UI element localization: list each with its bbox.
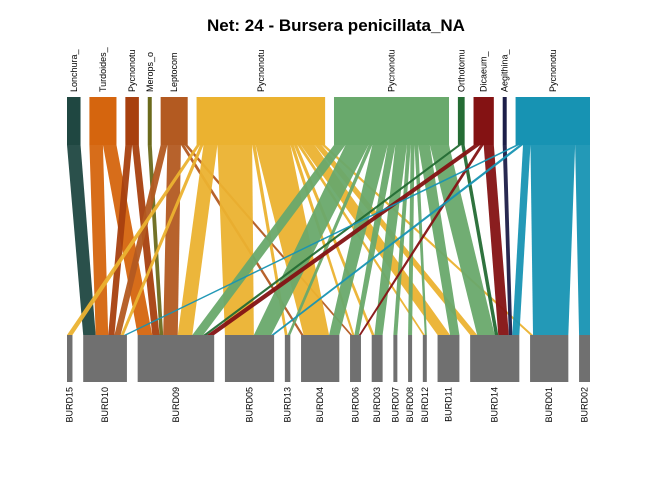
top-node-label: Aegithina_ bbox=[500, 48, 510, 92]
top-node-bar bbox=[160, 97, 188, 145]
link-band bbox=[575, 145, 590, 335]
link-band bbox=[120, 145, 204, 335]
top-node-label: Pycnonotu bbox=[256, 49, 266, 92]
bottom-node-bar bbox=[437, 335, 460, 382]
link-band bbox=[123, 145, 520, 335]
bottom-node-label: BURD09 bbox=[171, 387, 181, 423]
bottom-node-bar bbox=[579, 335, 590, 382]
link-band bbox=[393, 145, 411, 335]
top-node-label: Merops_o bbox=[145, 52, 155, 92]
top-node-bar bbox=[457, 97, 465, 145]
bottom-node-bar bbox=[371, 335, 383, 382]
labels-layer: Lonchura_ Turdoides_ Pycnonotu Merops_o Lept… bbox=[65, 46, 590, 422]
link-band bbox=[108, 145, 133, 335]
bottom-node-label: BURD12 bbox=[420, 387, 430, 423]
top-node-bar bbox=[333, 97, 450, 145]
link-band bbox=[502, 145, 513, 335]
link-band bbox=[512, 145, 531, 335]
link-band bbox=[217, 145, 254, 335]
link-band bbox=[293, 145, 375, 335]
link-band bbox=[67, 145, 201, 335]
top-nodes-layer bbox=[67, 97, 590, 145]
link-band bbox=[429, 145, 495, 335]
link-band bbox=[287, 145, 373, 335]
top-node-bar bbox=[515, 97, 590, 145]
bottom-node-label: BURD06 bbox=[351, 387, 361, 423]
link-band bbox=[192, 145, 346, 335]
bottom-node-label: BURD15 bbox=[65, 387, 75, 423]
bottom-node-label: BURD02 bbox=[580, 387, 590, 423]
bottom-node-label: BURD03 bbox=[372, 387, 382, 423]
top-node-bar bbox=[147, 97, 152, 145]
top-node-label: Turdoides_ bbox=[98, 46, 108, 92]
top-node-label: Pycnonotu bbox=[548, 49, 558, 92]
link-band bbox=[67, 145, 96, 335]
link-band bbox=[206, 145, 481, 335]
bottom-node-bar bbox=[350, 335, 361, 382]
chart-title: Net: 24 - Bursera penicillata_NA bbox=[207, 16, 465, 35]
top-node-label: Orthotomu bbox=[456, 49, 466, 92]
link-band bbox=[253, 145, 369, 335]
top-node-label: Dicaeum_ bbox=[479, 50, 489, 92]
top-node-label: Pycnonotu bbox=[387, 49, 397, 92]
bottom-node-label: BURD07 bbox=[390, 387, 400, 423]
link-band bbox=[329, 145, 388, 335]
top-node-bar bbox=[502, 97, 507, 145]
top-node-bar bbox=[125, 97, 139, 145]
bottom-node-bar bbox=[137, 335, 215, 382]
link-band bbox=[114, 145, 168, 335]
link-band bbox=[177, 145, 218, 335]
link-band bbox=[102, 145, 153, 335]
bottom-node-label: BURD11 bbox=[443, 387, 453, 422]
top-node-label: Lonchura_ bbox=[69, 48, 79, 92]
top-node-label: Pycnonotu bbox=[127, 49, 137, 92]
link-band bbox=[203, 145, 462, 335]
bottom-node-bar bbox=[83, 335, 127, 382]
link-band bbox=[483, 145, 509, 335]
bottom-node-bar bbox=[470, 335, 520, 382]
bottom-nodes-layer bbox=[67, 335, 590, 382]
bottom-node-bar bbox=[393, 335, 398, 382]
link-band bbox=[461, 145, 499, 335]
bottom-node-label: BURD01 bbox=[544, 387, 554, 423]
top-node-bar bbox=[196, 97, 326, 145]
bottom-node-label: BURD08 bbox=[405, 387, 415, 423]
link-band bbox=[271, 145, 524, 335]
bottom-node-label: BURD13 bbox=[283, 387, 293, 423]
top-node-label: Leptocom bbox=[169, 52, 179, 92]
bottom-node-label: BURD05 bbox=[245, 387, 255, 423]
link-band bbox=[354, 145, 396, 335]
bottom-node-bar bbox=[67, 335, 73, 382]
top-node-bar bbox=[67, 97, 81, 145]
link-band bbox=[408, 145, 415, 335]
bottom-node-bar bbox=[284, 335, 291, 382]
bottom-node-bar bbox=[408, 335, 413, 382]
link-band bbox=[374, 145, 407, 335]
bottom-node-label: BURD10 bbox=[100, 387, 110, 423]
links-layer bbox=[67, 145, 590, 335]
bottom-node-label: BURD14 bbox=[490, 387, 500, 423]
bottom-node-bar bbox=[301, 335, 340, 382]
link-band bbox=[418, 145, 460, 335]
bottom-node-label: BURD04 bbox=[315, 387, 325, 423]
bottom-node-bar bbox=[224, 335, 275, 382]
link-band bbox=[358, 145, 484, 335]
bottom-node-bar bbox=[422, 335, 427, 382]
top-node-bar bbox=[473, 97, 494, 145]
link-band bbox=[530, 145, 576, 335]
link-band bbox=[132, 145, 160, 335]
top-node-bar bbox=[89, 97, 117, 145]
bottom-node-bar bbox=[530, 335, 569, 382]
